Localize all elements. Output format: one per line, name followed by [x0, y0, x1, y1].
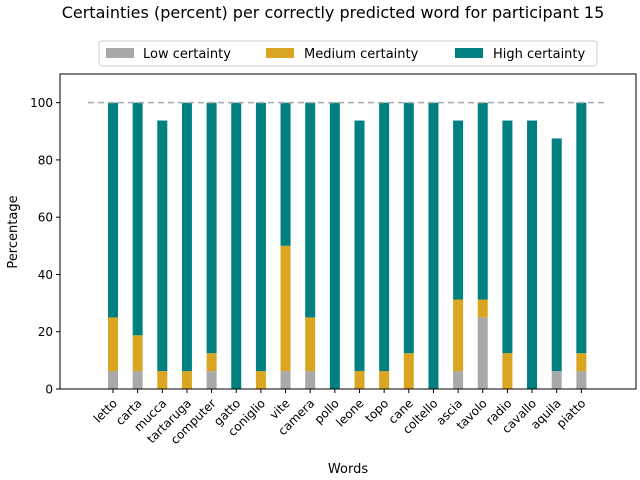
bar-low-certainty-piatto — [576, 371, 587, 389]
bar-high-certainty-coltello — [428, 102, 439, 390]
bar-low-certainty-ascia — [453, 371, 464, 389]
chart-title: Certainties (percent) per correctly pred… — [62, 3, 605, 22]
bar-medium-certainty-tavolo — [477, 299, 488, 318]
bars — [108, 102, 587, 390]
x-axis-ticks: lettocartamuccatartarugacomputergattocon… — [91, 389, 588, 447]
bar-medium-certainty-tartaruga — [181, 371, 192, 389]
bar-high-certainty-tavolo — [477, 102, 488, 300]
bar-high-certainty-vite — [280, 102, 291, 246]
legend-swatch-high-certainty — [455, 48, 483, 58]
bar-low-certainty-vite — [280, 371, 291, 389]
legend-swatch-medium-certainty — [266, 48, 294, 58]
bar-medium-certainty-camera — [305, 317, 316, 372]
bar-high-certainty-carta — [132, 102, 143, 336]
y-tick-label: 80 — [38, 153, 53, 167]
x-tick-label-leone: leone — [333, 396, 366, 429]
bar-medium-certainty-vite — [280, 245, 291, 372]
bar-medium-certainty-letto — [108, 317, 118, 372]
bar-medium-certainty-computer — [206, 353, 217, 372]
bar-medium-certainty-coniglio — [255, 371, 266, 389]
bar-high-certainty-letto — [108, 102, 118, 318]
bar-high-certainty-cane — [403, 102, 414, 354]
y-tick-label: 60 — [38, 211, 53, 225]
bar-medium-certainty-piatto — [576, 353, 587, 372]
bar-high-certainty-gatto — [231, 102, 242, 390]
bar-medium-certainty-cane — [403, 353, 414, 389]
legend-label: Medium certainty — [304, 47, 419, 62]
bar-high-certainty-topo — [379, 102, 390, 372]
legend: Low certainty Medium certainty High certai… — [98, 40, 598, 67]
bar-medium-certainty-ascia — [453, 299, 464, 372]
legend-label: Low certainty — [143, 47, 231, 62]
bar-high-certainty-camera — [305, 102, 316, 318]
legend-label: High certainty — [493, 47, 586, 62]
bar-high-certainty-coniglio — [255, 102, 266, 372]
bar-high-certainty-mucca — [157, 120, 168, 372]
y-axis-label: Percentage — [6, 195, 21, 268]
y-tick-label: 20 — [38, 325, 53, 339]
y-tick-label: 40 — [38, 268, 53, 282]
bar-high-certainty-tartaruga — [181, 102, 192, 372]
bar-high-certainty-ascia — [453, 120, 464, 300]
bar-medium-certainty-topo — [379, 371, 390, 389]
bar-high-certainty-aquila — [551, 138, 562, 372]
bar-high-certainty-piatto — [576, 102, 587, 354]
legend-swatch-low-certainty — [106, 48, 134, 58]
bar-low-certainty-aquila — [551, 371, 562, 389]
bar-low-certainty-camera — [305, 371, 316, 389]
x-tick-label-topo: topo — [362, 396, 391, 425]
legend-box — [98, 40, 598, 67]
bar-high-certainty-computer — [206, 102, 217, 354]
bar-low-certainty-letto — [108, 371, 118, 389]
bar-high-certainty-leone — [354, 120, 365, 372]
bar-high-certainty-cavallo — [527, 120, 538, 389]
plot-frame — [59, 73, 637, 390]
bar-low-certainty-tavolo — [477, 317, 488, 389]
bar-high-certainty-pollo — [329, 102, 340, 390]
y-axis-ticks: 0 20 40 60 80 100 — [30, 96, 60, 397]
y-tick-label: 100 — [30, 96, 53, 110]
bar-low-certainty-carta — [132, 371, 143, 389]
y-tick-label: 0 — [45, 383, 53, 397]
bar-medium-certainty-mucca — [157, 371, 168, 389]
bar-medium-certainty-leone — [354, 371, 365, 389]
bar-medium-certainty-radio — [502, 353, 513, 389]
x-axis-label: Words — [328, 462, 368, 477]
bar-high-certainty-radio — [502, 120, 513, 354]
bar-low-certainty-computer — [206, 371, 217, 389]
bar-medium-certainty-carta — [132, 335, 143, 372]
